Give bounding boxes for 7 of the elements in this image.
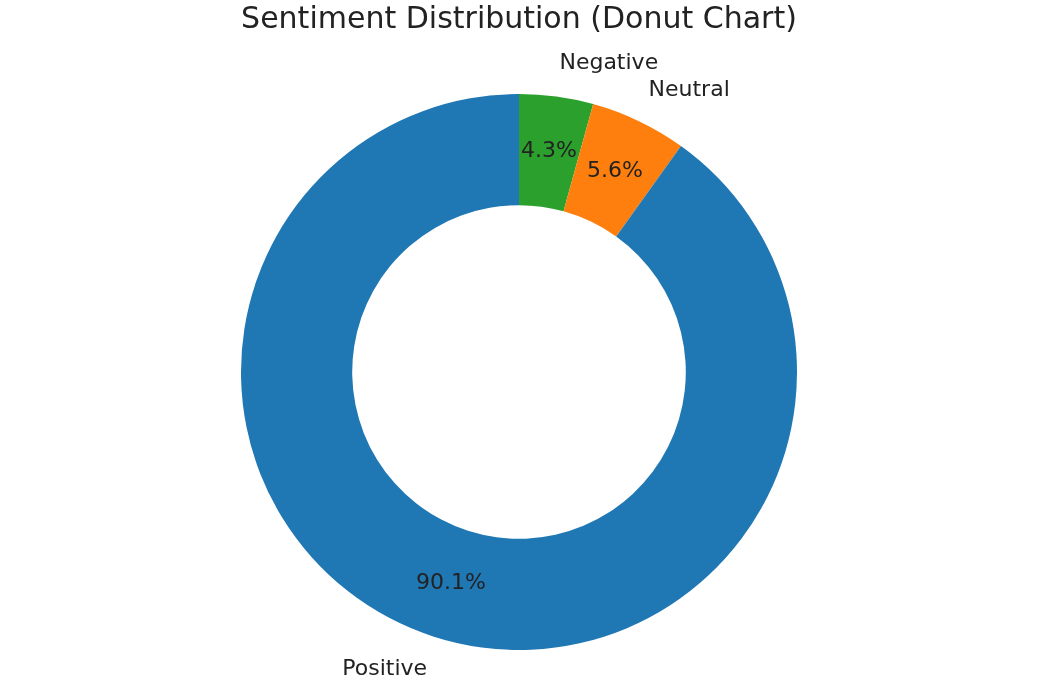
slice-label: Positive (342, 654, 428, 680)
data-label: 5.6% (587, 157, 643, 183)
slice-label: Neutral (648, 75, 730, 101)
chart-title: Sentiment Distribution (Donut Chart) (241, 0, 797, 35)
slice-label: Negative (559, 49, 659, 75)
data-label: 90.1% (415, 569, 486, 595)
data-label: 4.3% (521, 137, 577, 163)
